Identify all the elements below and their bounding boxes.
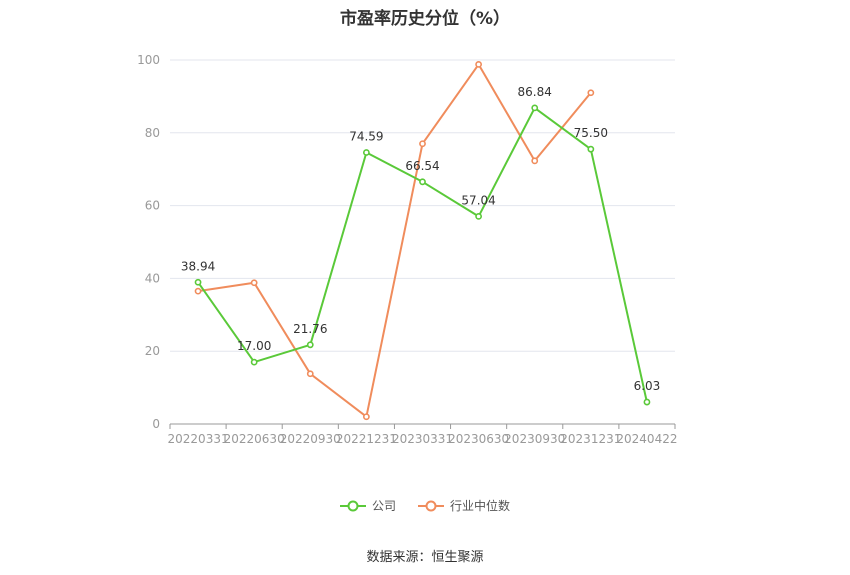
series-line-company: [197, 106, 648, 403]
data-label-company: 86.84: [518, 85, 552, 99]
source-note: 数据来源：恒生聚源: [366, 550, 484, 565]
data-label-company: 57.04: [461, 193, 495, 207]
legend-label-company: 公司: [371, 499, 396, 513]
axis-layer: 0 20 40 60 80 100 2022033120220630202209302022…: [137, 53, 677, 446]
x-tick-label: 20231231: [560, 432, 621, 446]
x-tick-label: 20220331: [168, 432, 229, 446]
x-tick-label: 20220930: [280, 432, 341, 446]
data-point-company: [362, 149, 370, 156]
data-label-company: 75.50: [574, 126, 608, 140]
legend-marker-company: [339, 500, 366, 511]
data-point-industry-median: [362, 413, 370, 421]
y-tick-label: 60: [145, 199, 160, 213]
data-point-company: [531, 104, 539, 112]
x-tick-label: 20240422: [616, 432, 677, 446]
legend-marker-industry-median: [418, 500, 444, 511]
data-point-company: [194, 278, 202, 286]
legend: 公司 行业中位数: [0, 497, 850, 514]
legend-label-industry-median: 行业中位数: [450, 499, 511, 513]
data-label-company: 17.00: [237, 339, 271, 353]
data-point-industry-median: [194, 287, 202, 295]
x-tick-label: 20230630: [448, 432, 509, 446]
y-tick-label: 80: [145, 126, 160, 140]
series-line-industry-median: [197, 63, 592, 418]
grid-layer: [170, 59, 675, 352]
data-point-company: [643, 398, 651, 406]
data-point-industry-median: [587, 89, 595, 97]
x-tick-label: 20220630: [224, 432, 285, 446]
x-tick-label: 20221231: [336, 432, 397, 446]
data-point-industry-median: [419, 140, 426, 148]
data-point-industry-median: [250, 279, 258, 287]
data-label-company: 21.76: [293, 322, 327, 336]
data-point-company: [419, 178, 426, 186]
data-point-company: [587, 145, 595, 153]
series-layer: [194, 60, 651, 421]
data-point-industry-median: [531, 157, 539, 165]
x-tick-label: 20230930: [504, 432, 565, 446]
data-label-company: 66.54: [405, 159, 439, 173]
data-point-company: [250, 358, 258, 366]
y-tick-label: 20: [145, 344, 160, 358]
legend-item-company[interactable]: 公司: [339, 497, 396, 514]
y-tick-label: 0: [152, 417, 160, 431]
data-point-industry-median: [475, 60, 483, 68]
y-tick-label: 40: [145, 271, 160, 285]
x-tick-label: 20230331: [392, 432, 453, 446]
data-point-industry-median: [306, 370, 314, 378]
data-label-company: 6.03: [634, 379, 661, 393]
data-label-company: 38.94: [181, 259, 215, 273]
label-layer: 38.94 17.00 21.76 74.59 66.54 57.04 86.84 75.50…: [181, 85, 660, 393]
legend-item-industry-median[interactable]: 行业中位数: [418, 497, 510, 514]
y-tick-label: 100: [137, 53, 160, 67]
chart-title: 市盈率历史分位（%）: [339, 9, 511, 29]
data-label-company: 74.59: [349, 129, 383, 143]
data-point-company: [475, 212, 483, 220]
data-point-company: [306, 341, 314, 349]
